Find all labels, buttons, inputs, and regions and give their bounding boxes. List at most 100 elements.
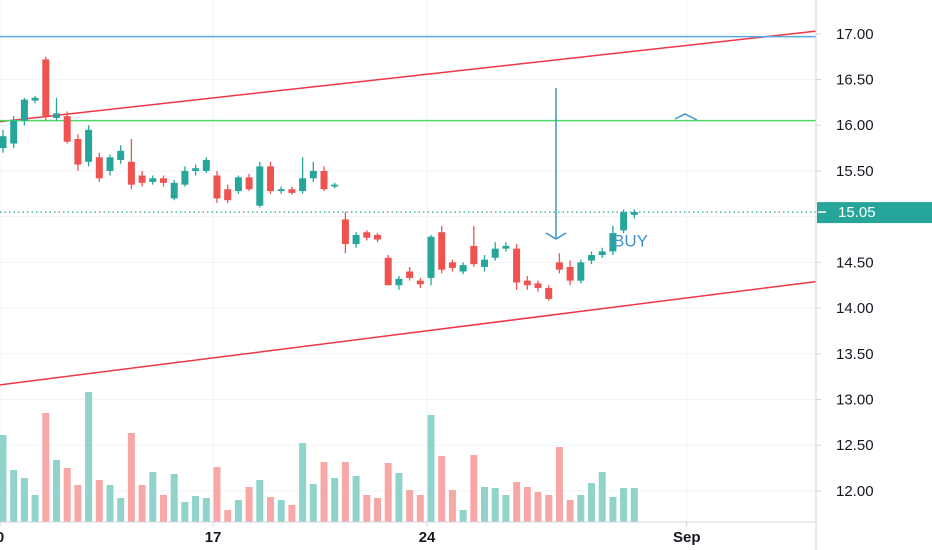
volume-bar bbox=[620, 488, 628, 522]
volume-bar bbox=[256, 480, 264, 522]
candle-body bbox=[224, 189, 232, 201]
volume-bar bbox=[395, 473, 403, 522]
x-tick-label: 0 bbox=[0, 529, 4, 546]
candle-body bbox=[438, 232, 446, 270]
volume-bar bbox=[31, 495, 39, 522]
candle-body bbox=[523, 280, 531, 286]
volume-bar bbox=[74, 485, 82, 522]
candle-body bbox=[106, 157, 114, 171]
candle-body bbox=[288, 189, 296, 193]
y-tick-label: 14.00 bbox=[836, 300, 874, 317]
y-tick-label: 16.50 bbox=[836, 72, 874, 89]
candle-body bbox=[491, 248, 499, 258]
candle-body bbox=[42, 59, 50, 117]
y-tick-label: 13.00 bbox=[836, 391, 874, 408]
volume-bar bbox=[406, 490, 414, 522]
candle-body bbox=[31, 97, 39, 101]
volume-bar bbox=[224, 510, 232, 522]
y-tick-label: 12.50 bbox=[836, 437, 874, 454]
candle-body bbox=[149, 178, 157, 182]
volume-bar bbox=[384, 463, 392, 522]
volume-bar bbox=[234, 500, 242, 522]
volume-bar bbox=[502, 495, 510, 522]
y-tick-label: 17.00 bbox=[836, 26, 874, 43]
candle-body bbox=[352, 234, 360, 245]
candle-body bbox=[20, 99, 28, 121]
volume-bar bbox=[159, 495, 167, 522]
volume-bar bbox=[42, 413, 50, 522]
volume-bar bbox=[545, 495, 553, 522]
volume-bar bbox=[267, 497, 275, 522]
candle-body bbox=[459, 265, 467, 272]
buy-label: BUY bbox=[613, 231, 648, 250]
candle-body bbox=[127, 161, 135, 185]
volume-bar bbox=[299, 443, 307, 522]
candle-body bbox=[52, 113, 60, 118]
candle-body bbox=[577, 262, 585, 281]
candle-body bbox=[267, 166, 275, 192]
candle-body bbox=[341, 219, 349, 245]
x-tick-label: Sep bbox=[673, 529, 701, 546]
volume-bar bbox=[416, 495, 424, 522]
signal-arrow bbox=[545, 88, 698, 240]
volume-bar bbox=[459, 510, 467, 522]
volume-bar bbox=[374, 498, 382, 522]
y-tick-label: 12.00 bbox=[836, 483, 874, 500]
candle-body bbox=[0, 136, 7, 149]
volume-bar bbox=[523, 487, 531, 522]
candle-body bbox=[502, 245, 510, 249]
candle-body bbox=[309, 170, 317, 179]
last-price-box bbox=[817, 202, 932, 224]
volume-bar bbox=[10, 470, 18, 522]
drawings bbox=[0, 30, 817, 386]
volume-bar bbox=[630, 488, 638, 522]
candle-body bbox=[588, 255, 596, 261]
candle-body bbox=[234, 177, 242, 192]
volume-bar bbox=[117, 498, 125, 522]
volume-bar bbox=[491, 488, 499, 522]
last-price-label: 15.05 bbox=[838, 204, 876, 221]
volume-bar bbox=[288, 505, 296, 522]
candle-body bbox=[416, 280, 424, 285]
trend-line bbox=[0, 30, 817, 123]
volume-bar bbox=[138, 485, 146, 522]
candle-body bbox=[609, 233, 617, 252]
candle-body bbox=[395, 278, 403, 286]
y-tick-label: 13.50 bbox=[836, 346, 874, 363]
volume-bar bbox=[320, 462, 328, 522]
candle-layer bbox=[0, 56, 638, 301]
volume-bar bbox=[534, 492, 542, 522]
trend-line bbox=[0, 280, 817, 386]
candle-body bbox=[427, 236, 435, 278]
x-tick-label: 17 bbox=[205, 529, 222, 546]
arrow-head bbox=[545, 232, 567, 240]
candle-body bbox=[630, 212, 638, 215]
volume-bar bbox=[52, 460, 60, 522]
volume-bar bbox=[245, 487, 253, 522]
candle-body bbox=[374, 234, 382, 240]
candle-body bbox=[363, 232, 371, 238]
volume-bar bbox=[309, 484, 317, 522]
candle-body bbox=[159, 178, 167, 183]
volume-bar bbox=[277, 500, 285, 522]
marker-caret bbox=[674, 113, 698, 121]
candle-body bbox=[95, 157, 103, 179]
candle-body bbox=[192, 168, 200, 171]
volume-bar bbox=[448, 490, 456, 522]
candle-body bbox=[545, 287, 553, 299]
volume-bar bbox=[588, 483, 596, 522]
volume-bar bbox=[181, 502, 189, 522]
candle-body bbox=[448, 262, 456, 268]
candle-body bbox=[10, 120, 18, 144]
candle-body bbox=[245, 177, 253, 190]
candle-body bbox=[513, 248, 521, 283]
volume-bar bbox=[352, 476, 360, 522]
volume-bar bbox=[555, 447, 563, 522]
candle-body bbox=[170, 182, 178, 199]
volume-bar bbox=[427, 415, 435, 522]
volume-bar bbox=[341, 462, 349, 522]
candle-body bbox=[277, 189, 285, 192]
axes: 12.0012.5013.0013.5014.0014.5015.0015.50… bbox=[0, 26, 932, 546]
candle-body bbox=[181, 170, 189, 185]
